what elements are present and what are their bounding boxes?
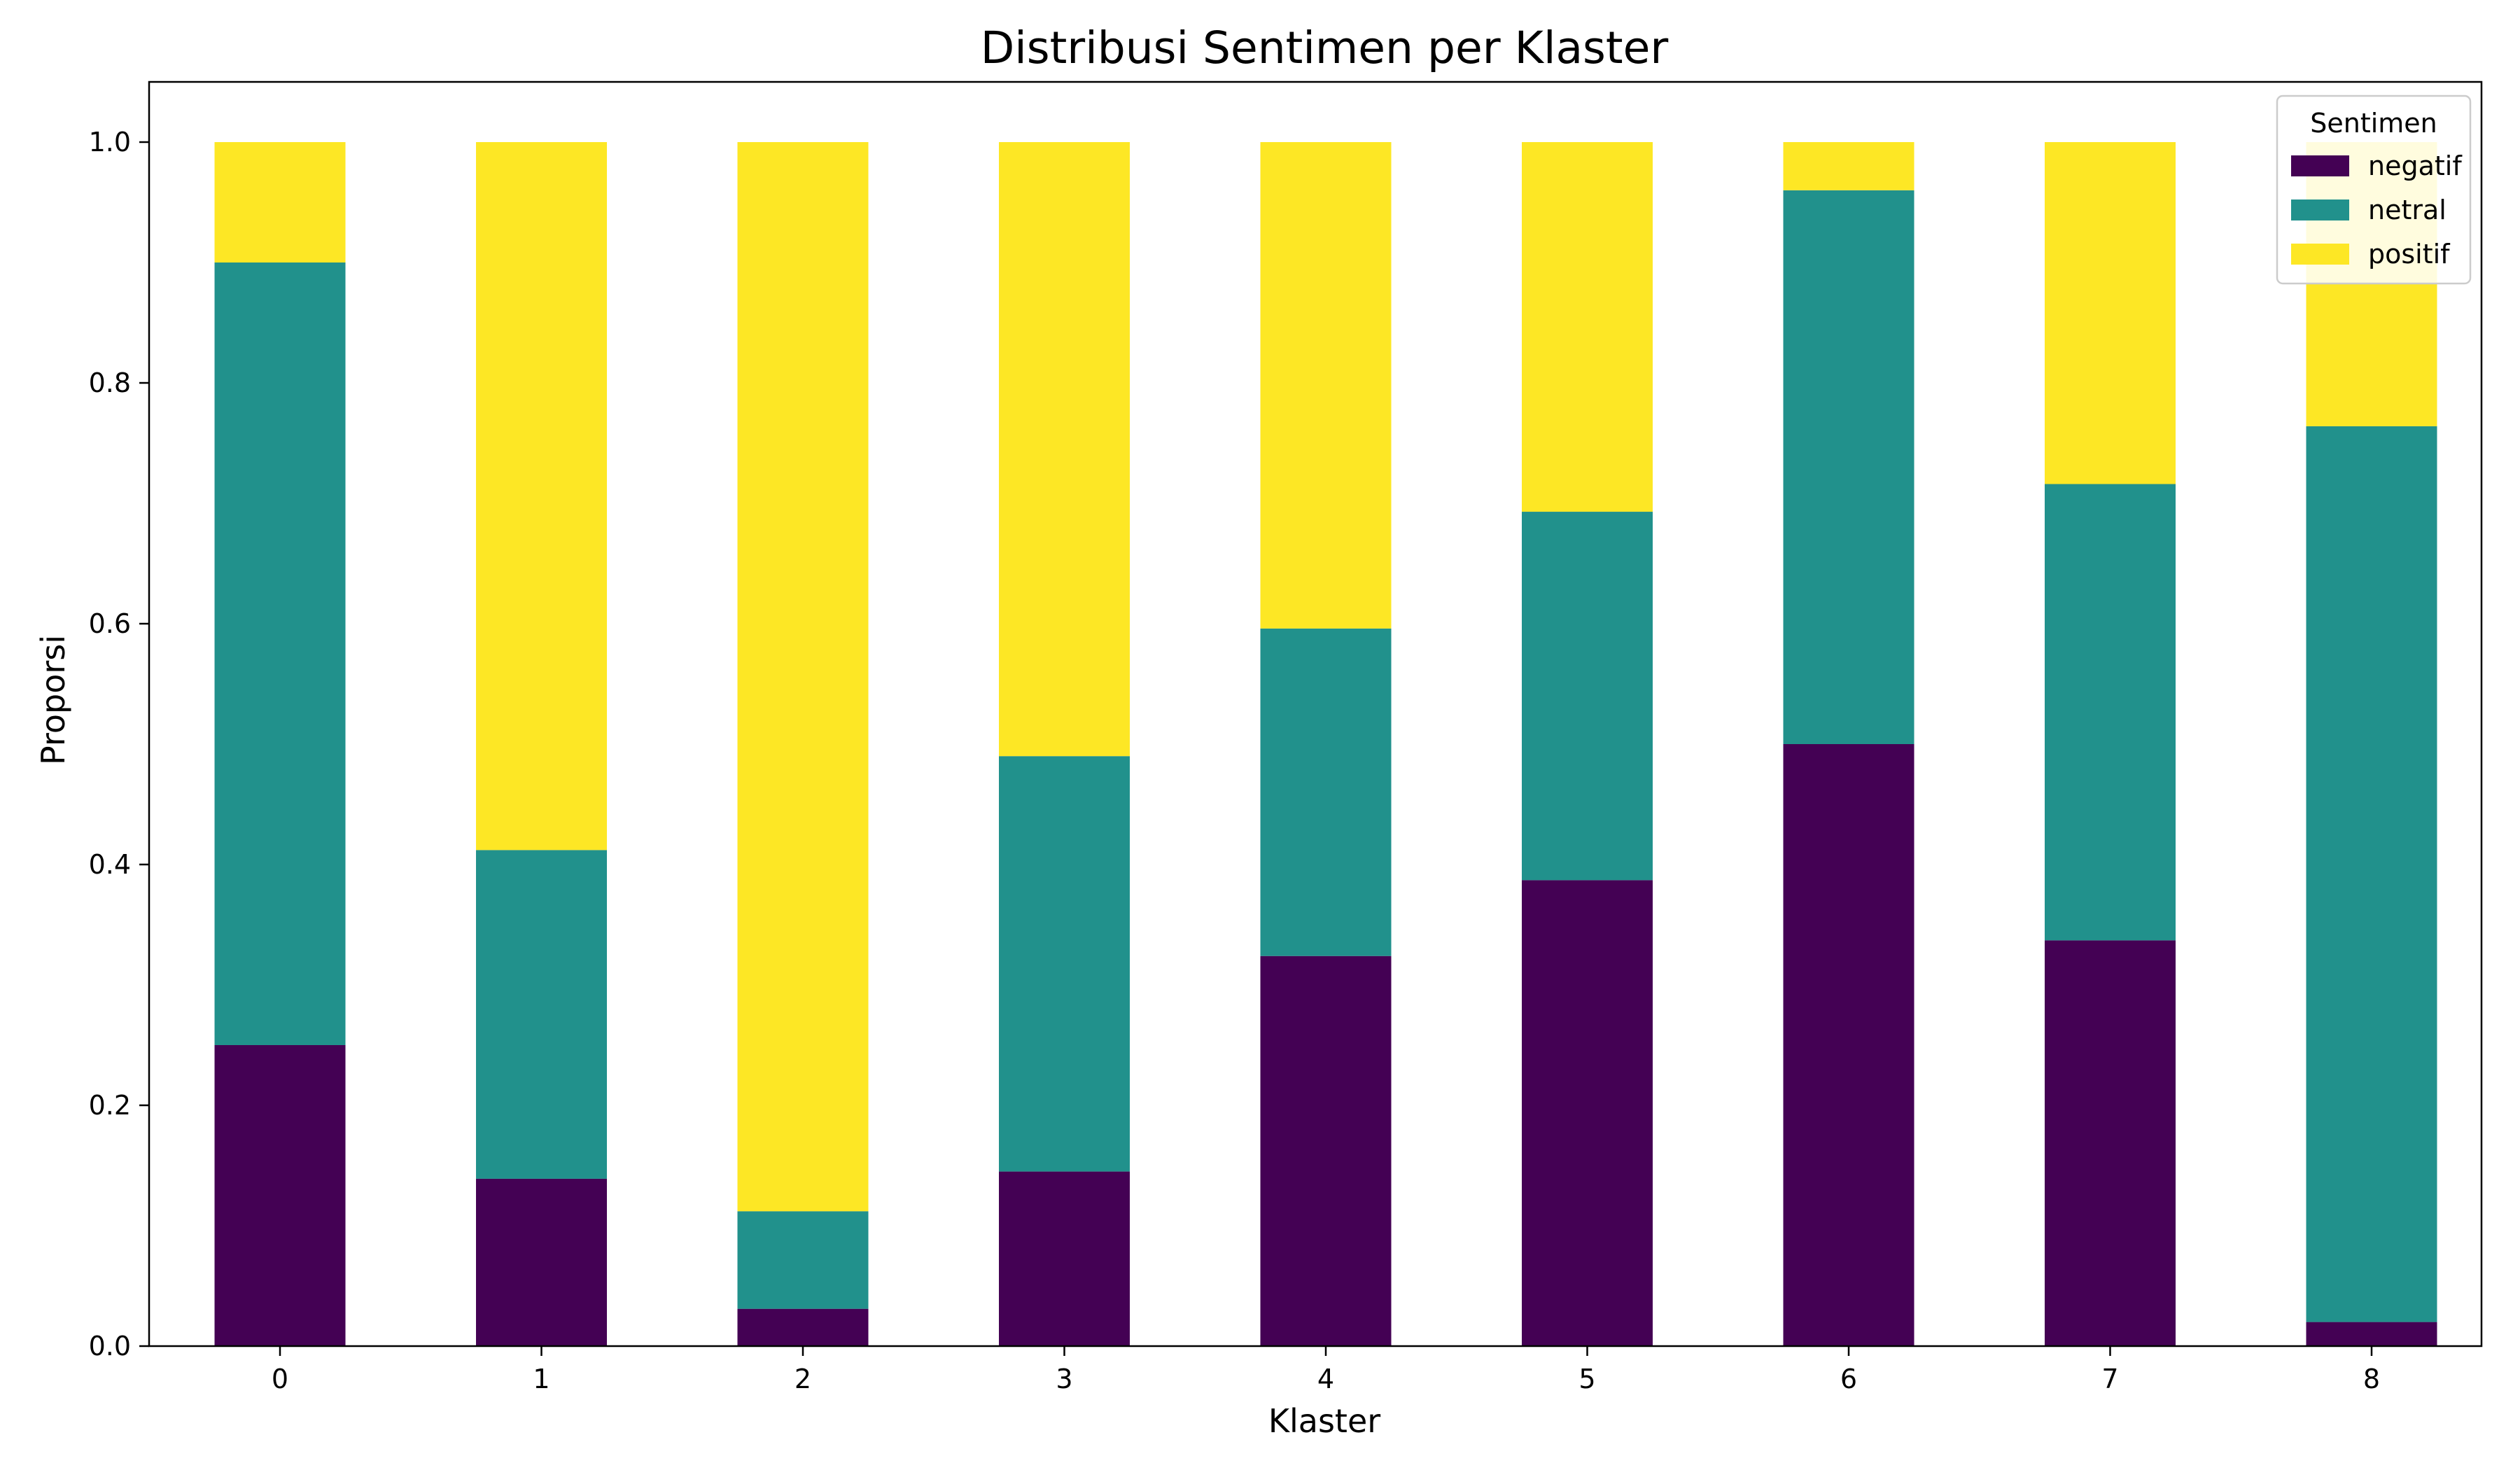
x-tick-label: 7 [2101,1364,2118,1394]
bar-negatif-klaster-7 [2045,940,2176,1346]
legend-label-netral: netral [2368,195,2446,225]
x-tick-label: 0 [272,1364,288,1394]
legend: Sentimen negatif netral positif [2276,94,2472,285]
x-tick-label: 8 [2363,1364,2380,1394]
bar-netral-klaster-6 [1783,190,1914,744]
bar-netral-klaster-8 [2306,426,2437,1322]
x-tick-label: 1 [533,1364,550,1394]
bar-positif-klaster-1 [476,142,607,850]
bar-negatif-klaster-1 [476,1178,607,1346]
legend-swatch-netral [2291,200,2349,220]
x-tick-label: 5 [1578,1364,1595,1394]
legend-label-negatif: negatif [2368,150,2463,181]
bar-positif-klaster-3 [999,142,1130,757]
legend-label-positif: positif [2368,239,2451,270]
bar-netral-klaster-2 [737,1211,869,1309]
legend-swatch-positif [2291,244,2349,265]
x-tick-label: 6 [1840,1364,1857,1394]
bar-netral-klaster-0 [214,262,346,1045]
axes-layer: 0 1 2 3 4 5 6 7 8 0.0 0.2 0.4 0.6 0.8 1.0 [89,80,2483,1394]
y-tick-label: 1.0 [89,127,131,158]
legend-title: Sentimen [2310,108,2437,139]
bar-netral-klaster-5 [1522,512,1653,881]
y-tick-label: 0.8 [89,368,131,398]
bar-positif-klaster-5 [1522,142,1653,512]
bar-negatif-klaster-8 [2306,1322,2437,1346]
bar-negatif-klaster-5 [1522,880,1653,1346]
y-tick-label: 0.4 [89,849,131,880]
bar-negatif-klaster-3 [999,1171,1130,1346]
chart-title: Distribusi Sentimen per Klaster [981,22,1669,74]
bar-netral-klaster-3 [999,756,1130,1172]
bar-positif-klaster-0 [214,142,346,262]
bar-netral-klaster-4 [1260,628,1392,956]
x-tick-label: 4 [1317,1364,1334,1394]
legend-swatch-negatif [2291,155,2349,176]
x-tick-label: 2 [794,1364,811,1394]
x-tick-label: 3 [1056,1364,1072,1394]
y-tick-label: 0.2 [89,1090,131,1121]
bar-netral-klaster-1 [476,850,607,1179]
y-tick-label: 0.6 [89,608,131,639]
x-axis-label: Klaster [1268,1402,1380,1440]
bar-positif-klaster-4 [1260,142,1392,629]
bar-positif-klaster-2 [737,142,869,1212]
bar-netral-klaster-7 [2045,484,2176,941]
bar-negatif-klaster-0 [214,1045,346,1346]
bars-layer [214,142,2437,1346]
plot-frame [148,80,2483,1348]
y-axis-label: Proporsi [34,635,72,765]
legend-box [2276,94,2472,285]
y-tick-label: 0.0 [89,1331,131,1362]
bar-negatif-klaster-4 [1260,955,1392,1346]
bar-negatif-klaster-6 [1783,744,1914,1346]
bar-negatif-klaster-2 [737,1308,869,1346]
bar-positif-klaster-6 [1783,142,1914,190]
bar-positif-klaster-7 [2045,142,2176,484]
